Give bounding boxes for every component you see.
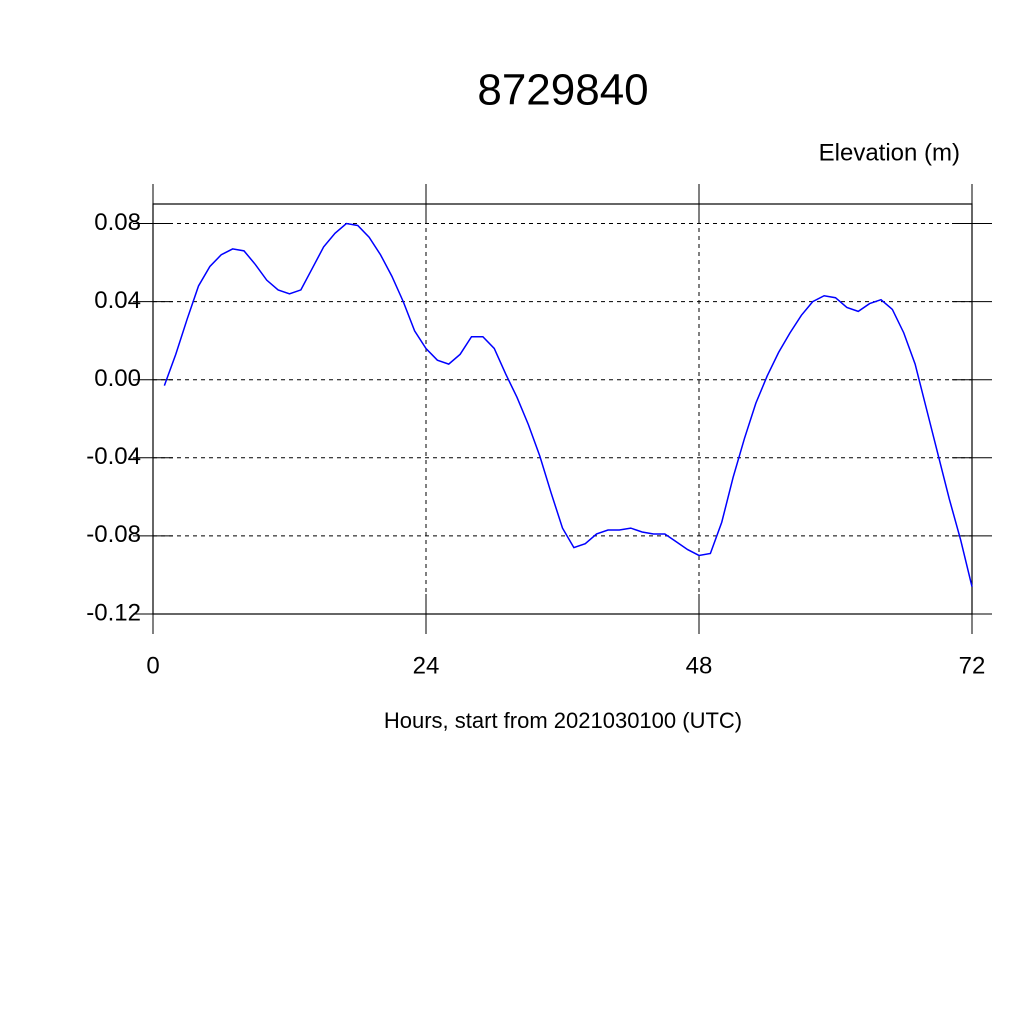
y-tick-label: -0.12 [86,599,141,626]
plot-frame [152,203,973,615]
y-tick-label: 0.04 [94,287,141,314]
y-tick-label: 0.00 [94,365,141,392]
x-tick-label: 48 [686,652,713,679]
chart-subtitle: Elevation (m) [819,139,960,166]
y-tick-label: -0.04 [86,443,141,470]
x-tick-label: 24 [413,652,440,679]
y-tick-label: -0.08 [86,521,141,548]
x-tick-label: 72 [959,652,986,679]
x-tick-label: 0 [146,652,159,679]
x-axis-label: Hours, start from 2021030100 (UTC) [384,708,742,733]
y-tick-label: 0.08 [94,209,141,236]
chart-title: 8729840 [477,66,648,115]
line-series [163,222,973,587]
